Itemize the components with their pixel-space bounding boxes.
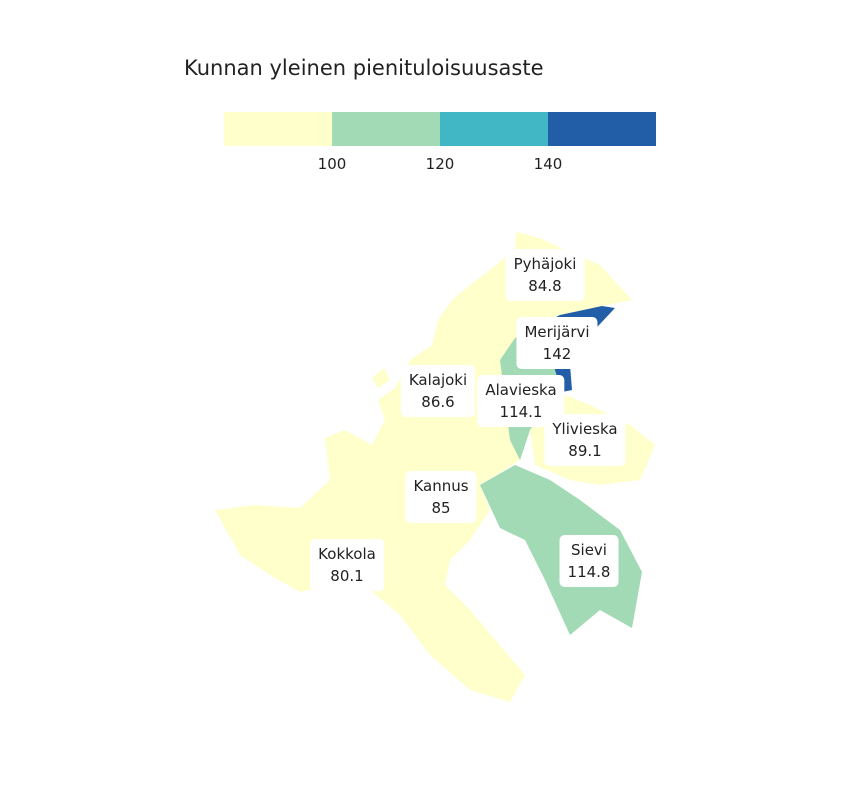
- legend-swatch-3: [440, 112, 548, 146]
- label-kannus: Kannus 85: [405, 471, 477, 523]
- legend-tick-140: 140: [533, 155, 563, 173]
- label-name: Kalajoki: [408, 371, 468, 389]
- label-value: 86.6: [421, 393, 455, 411]
- legend-swatch-4: [548, 112, 656, 146]
- label-pyhajoki: Pyhäjoki 84.8: [505, 249, 585, 301]
- label-value: 85: [431, 499, 451, 517]
- legend-tick-120: 120: [425, 155, 455, 173]
- label-kokkola: Kokkola 80.1: [310, 539, 384, 591]
- label-kalajoki: Kalajoki 86.6: [400, 365, 476, 417]
- label-value: 84.8: [528, 277, 562, 295]
- legend-color-bar: [224, 112, 656, 146]
- label-value: 114.8: [567, 563, 611, 581]
- label-name: Kannus: [413, 477, 469, 495]
- map-title: Kunnan yleinen pienituloisuusaste: [184, 56, 544, 80]
- label-ylivieska: Ylivieska 89.1: [544, 414, 626, 466]
- island-1: [372, 368, 390, 388]
- label-value: 142: [542, 345, 572, 363]
- label-name: Pyhäjoki: [513, 255, 577, 273]
- label-value: 80.1: [330, 567, 364, 585]
- label-value: 89.1: [568, 442, 602, 460]
- legend-swatch-2: [332, 112, 440, 146]
- label-name: Ylivieska: [552, 420, 618, 438]
- label-name: Kokkola: [318, 545, 376, 563]
- label-merijarvi: Merijärvi 142: [516, 317, 598, 369]
- legend-tick-100: 100: [317, 155, 347, 173]
- legend-swatch-1: [224, 112, 332, 146]
- label-name: Alavieska: [485, 381, 557, 399]
- label-value: 114.1: [499, 403, 543, 421]
- label-name: Merijärvi: [524, 323, 590, 341]
- label-name: Sievi: [571, 541, 607, 559]
- label-sievi: Sievi 114.8: [559, 535, 619, 587]
